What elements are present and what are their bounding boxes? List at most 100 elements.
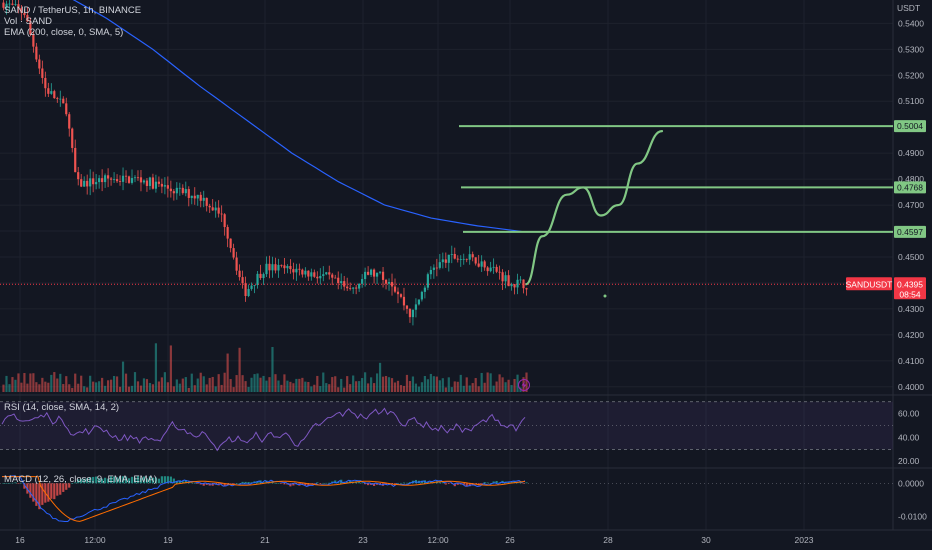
volume-bar — [53, 372, 56, 392]
candle-body — [62, 98, 65, 104]
volume-bar — [349, 384, 352, 392]
macd-histogram-bar — [396, 482, 400, 484]
level-lines[interactable] — [459, 125, 893, 233]
macd-histogram-bar — [328, 482, 331, 484]
volume-bar — [402, 385, 406, 392]
candle-body — [83, 180, 86, 187]
volume-bar — [157, 381, 160, 392]
time-tick-label: 28 — [603, 535, 613, 545]
macd-histogram-bar — [453, 483, 456, 487]
candle-body — [199, 194, 202, 201]
volume-bar — [223, 372, 226, 392]
candle-body — [307, 270, 310, 277]
macd-histogram-bar — [53, 483, 56, 500]
rsi-axis: 60.00 40.00 20.00 — [898, 409, 920, 467]
candle-body — [26, 15, 29, 22]
candle-body — [346, 286, 349, 289]
volume-bar — [115, 376, 119, 392]
volume-bar — [139, 385, 143, 392]
candle-body — [253, 285, 256, 286]
macd-axis: 0.0000 -0.0100 — [898, 478, 927, 521]
macd-histogram-bar — [525, 482, 528, 484]
candle-body — [65, 103, 68, 115]
candle-body — [387, 282, 391, 284]
symbol-legend[interactable]: SAND / TetherUS, 1h, BINANCE — [4, 5, 142, 16]
volume-bar — [244, 381, 247, 392]
volume-bar — [59, 373, 62, 392]
macd-histogram-bar — [429, 481, 432, 484]
candle-body — [229, 238, 232, 249]
macd-histogram-bar — [268, 482, 271, 484]
candle-body — [130, 178, 134, 183]
volume-bar — [181, 378, 184, 392]
price-axis[interactable]: USDT 0.5400 0.5300 0.5200 0.5100 0.4900 0.4800… — [897, 3, 924, 392]
volume-bar — [214, 386, 217, 392]
candle-body — [193, 195, 196, 199]
macd-histogram-bar — [519, 481, 522, 484]
candle-body — [17, 4, 20, 9]
macd-histogram-bar — [56, 483, 59, 496]
candle-body — [396, 291, 400, 295]
volume-bar — [202, 376, 205, 392]
rsi-legend[interactable]: RSI (14, close, SMA, 14, 2) — [4, 402, 120, 413]
candle-body — [2, 2, 5, 8]
macd-histogram-bar — [301, 483, 304, 485]
ema-legend[interactable]: EMA (200, close, 0, SMA, 5) — [4, 27, 124, 38]
volume-bar — [145, 379, 149, 392]
candle-body — [98, 178, 101, 183]
candle-body — [480, 261, 483, 267]
candle-body — [414, 304, 418, 310]
candle-body — [169, 188, 172, 192]
macd-histogram-bar — [244, 481, 247, 484]
candle-body — [313, 272, 316, 277]
macd-histogram-bar — [486, 482, 489, 484]
candle-body — [214, 207, 217, 211]
macd-histogram-bar — [83, 478, 86, 484]
lightning-icon[interactable] — [518, 379, 530, 391]
macd-histogram-bar — [456, 483, 459, 485]
macd-histogram-bar — [130, 476, 134, 484]
candle-body — [280, 264, 283, 266]
candle-body — [124, 175, 128, 177]
volume-bar — [136, 381, 140, 392]
ema-line — [72, 0, 525, 233]
volume-bar — [367, 383, 370, 392]
volume-bar — [298, 378, 301, 392]
volume-bar — [372, 383, 376, 392]
volume-bar — [292, 383, 295, 392]
volume-bar — [74, 373, 77, 392]
macd-legend[interactable]: MACD (12, 26, close, 9, EMA, EMA) — [4, 474, 158, 485]
macd-histogram-bar — [74, 482, 77, 484]
candle-body — [381, 271, 385, 280]
candle-body — [268, 263, 271, 271]
candle-body — [310, 272, 313, 277]
volume-bar — [393, 382, 397, 392]
volume-bar — [160, 377, 163, 392]
candle-body — [74, 147, 77, 173]
rsi-band-fill — [0, 401, 893, 450]
macd-histogram-bar — [95, 476, 98, 484]
time-axis[interactable]: 16 12:00 19 21 23 12:00 26 28 30 2023 — [15, 535, 813, 545]
volume-bar — [310, 386, 313, 392]
candle-body — [510, 284, 513, 287]
candle-body — [175, 187, 178, 194]
price-tick-label: 0.4000 — [898, 382, 924, 392]
volume-bar — [253, 374, 256, 392]
level-tag-label: 0.5004 — [897, 121, 923, 131]
macd-histogram-bar — [372, 483, 376, 486]
volume-bar — [423, 375, 426, 392]
volume-bar — [399, 385, 403, 392]
macd-histogram-bar — [307, 483, 310, 487]
volume-legend[interactable]: Vol · SAND — [4, 16, 53, 27]
candle-body — [441, 259, 444, 263]
volume-bar — [199, 372, 202, 392]
projection-curve[interactable] — [524, 129, 664, 286]
macd-histogram-bar — [220, 483, 223, 485]
volume-bar — [435, 376, 438, 392]
macd-histogram-bar — [199, 483, 202, 485]
candle-body — [504, 275, 507, 282]
candle-body — [423, 287, 426, 292]
candle-body — [277, 264, 280, 271]
rsi-line — [1, 407, 526, 452]
